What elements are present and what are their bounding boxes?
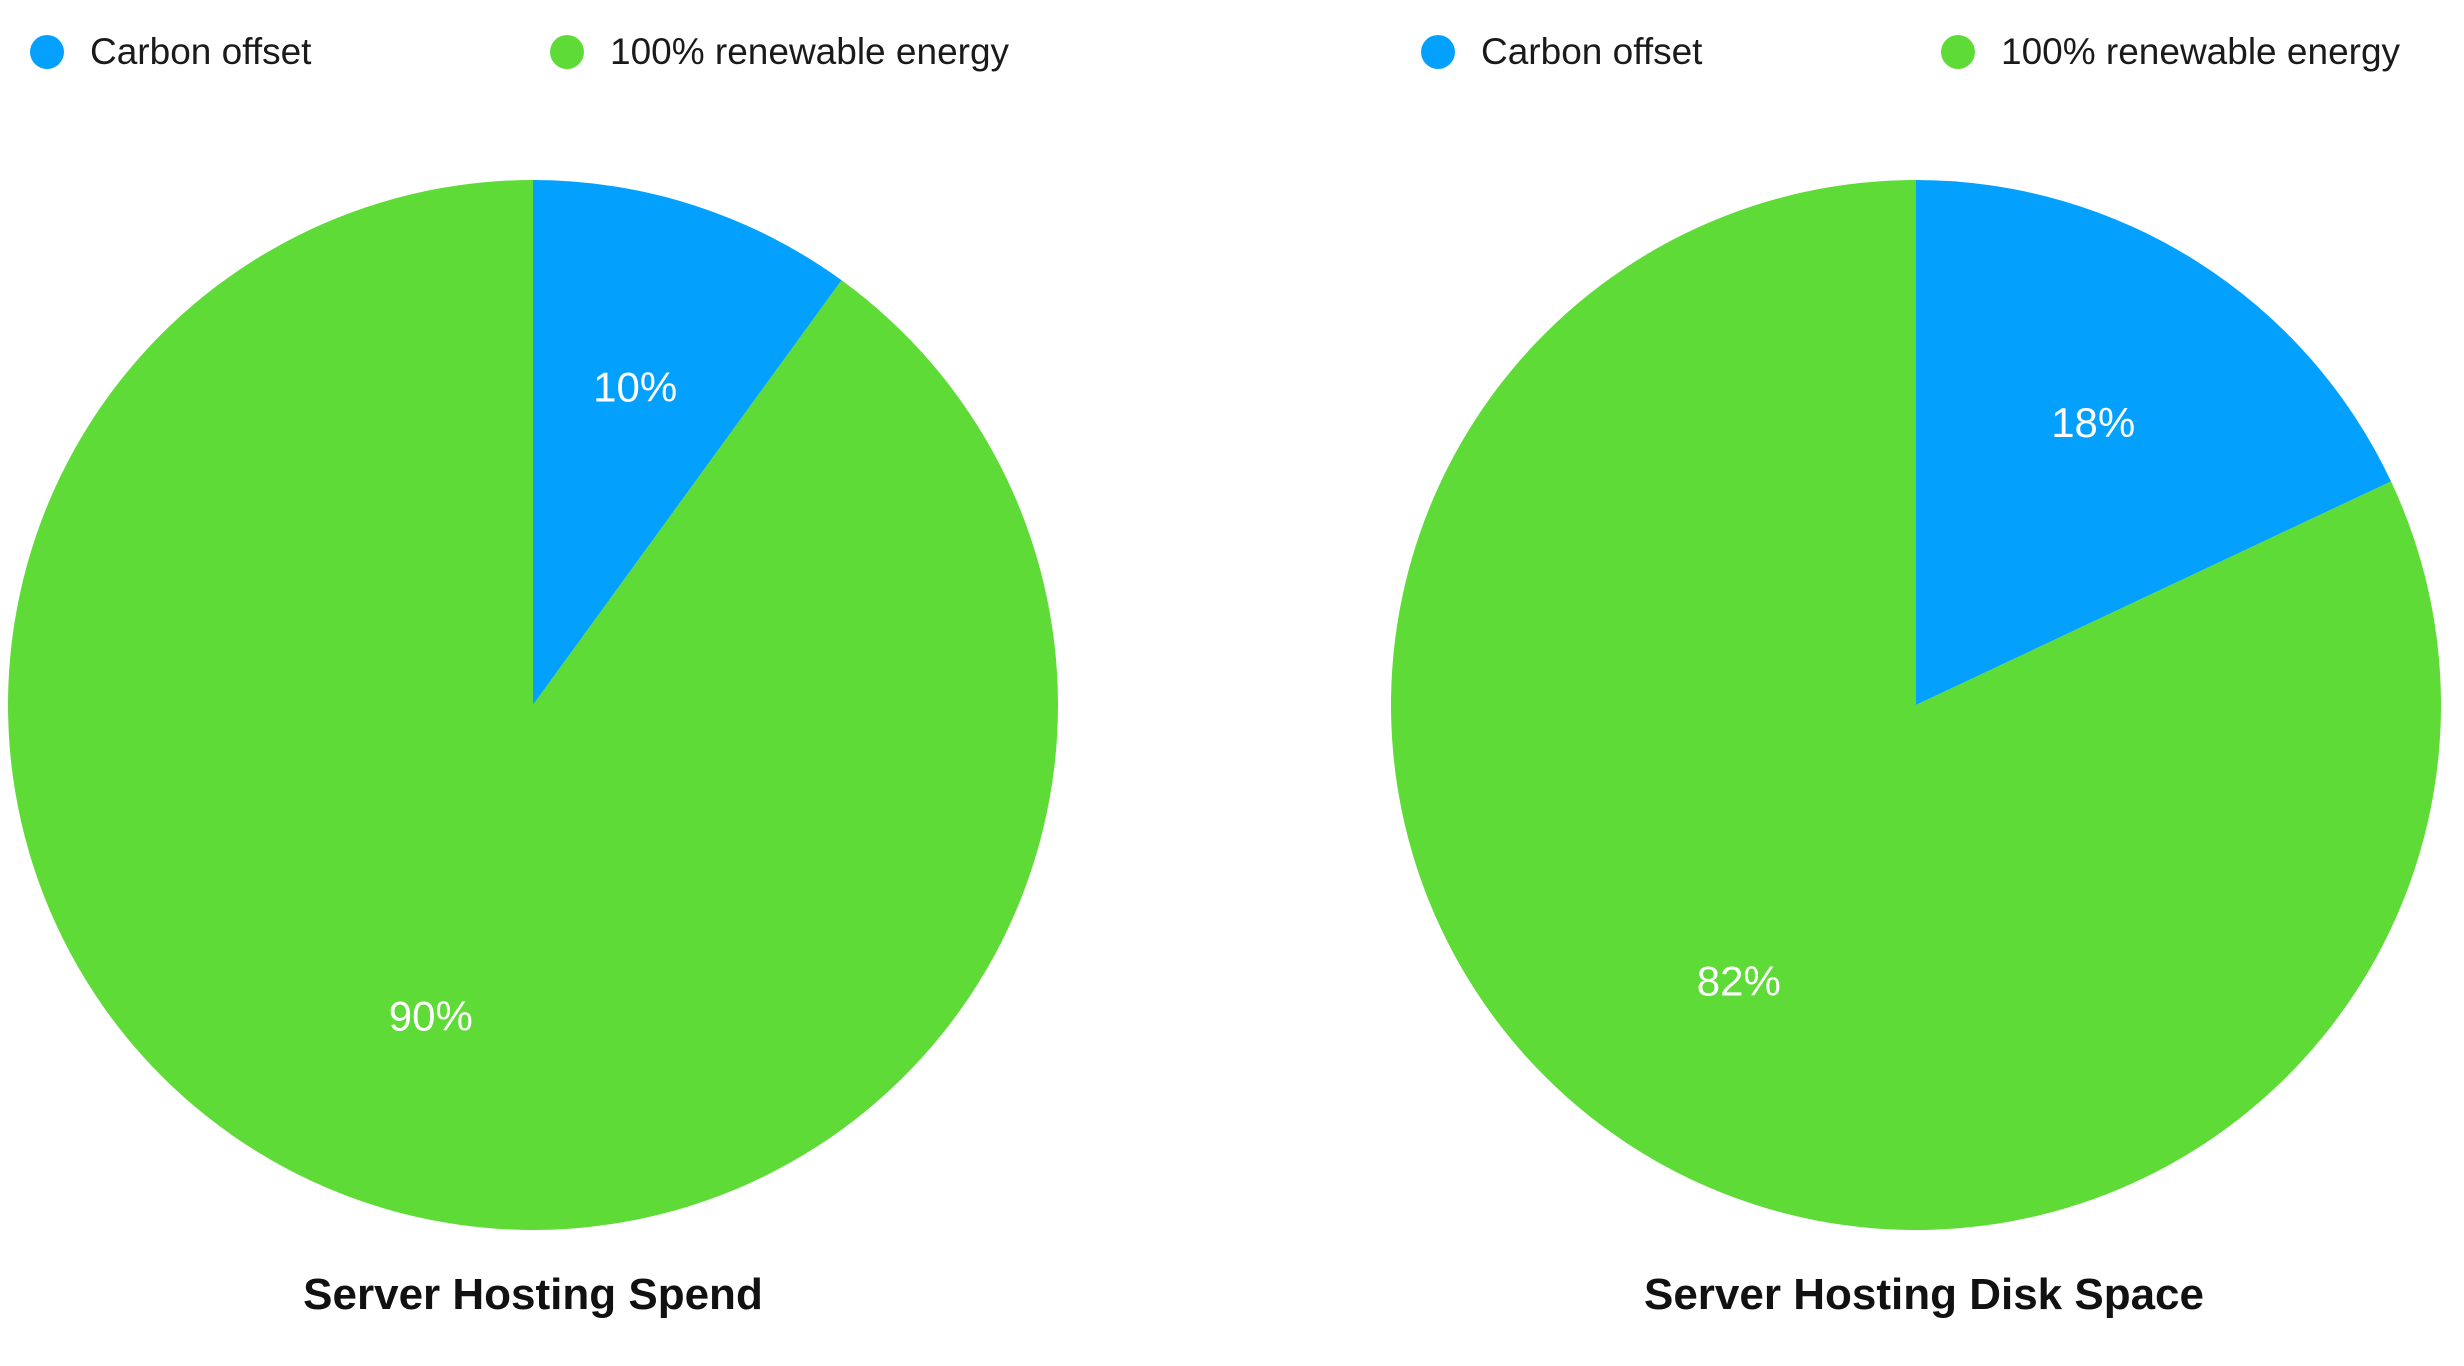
pie-chart: 10% 90%: [7, 180, 1058, 1230]
chart-title: Server Hosting Disk Space: [1643, 1270, 2204, 1319]
pie-chart-panel: Carbon offset 100% renewable energy 10% 9…: [7, 24, 1210, 1319]
legend: Carbon offset 100% renewable energy: [1421, 24, 2464, 80]
legend-item-renewable-energy[interactable]: 100% renewable energy: [550, 24, 1009, 80]
pie-slice-label: 82%: [1697, 957, 1781, 1004]
legend-swatch-renewable-energy: [1941, 35, 1975, 69]
pie-chart-panel: Carbon offset 100% renewable energy 18% 8…: [1232, 0, 2464, 1366]
legend-label: 100% renewable energy: [610, 31, 1010, 72]
pie-slice-carbon-offset[interactable]: [1916, 180, 2392, 705]
pie-slice-label: 10%: [593, 364, 677, 411]
legend-label: Carbon offset: [90, 31, 312, 72]
legend-item-renewable-energy[interactable]: 100% renewable energy: [1941, 24, 2400, 80]
legend-label: Carbon offset: [1481, 31, 1703, 72]
legend-swatch-carbon-offset: [30, 35, 64, 69]
chart-title: Server Hosting Spend: [303, 1270, 763, 1319]
pie-slice-carbon-offset[interactable]: [533, 180, 842, 705]
pie-slice-label: 18%: [2051, 399, 2135, 446]
pie-slice-100-renewable-energy[interactable]: [7, 180, 1058, 1230]
pie-slice-label: 90%: [389, 993, 473, 1040]
legend-swatch-renewable-energy: [550, 35, 584, 69]
legend: Carbon offset 100% renewable energy: [30, 24, 1210, 80]
legend-label: 100% renewable energy: [2001, 31, 2401, 72]
pie-slice-100-renewable-energy[interactable]: [1391, 180, 2441, 1230]
legend-item-carbon-offset[interactable]: Carbon offset: [30, 24, 311, 80]
legend-item-carbon-offset[interactable]: Carbon offset: [1421, 24, 1702, 80]
legend-swatch-carbon-offset: [1421, 35, 1455, 69]
pie-chart: 18% 82%: [1391, 180, 2441, 1230]
